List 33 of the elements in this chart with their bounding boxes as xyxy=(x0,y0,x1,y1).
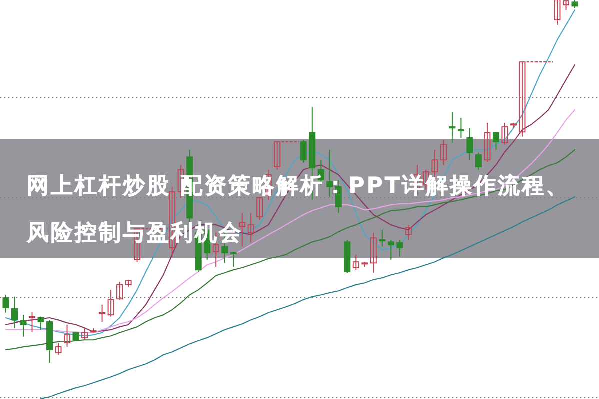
candlestick xyxy=(554,0,561,26)
candlestick xyxy=(370,232,377,274)
candlestick xyxy=(335,180,342,214)
candlestick xyxy=(38,316,44,330)
candlestick xyxy=(20,314,27,338)
candlestick xyxy=(492,132,500,150)
candlestick xyxy=(99,304,106,322)
candlestick xyxy=(108,290,114,318)
candlestick xyxy=(562,0,570,11)
candlestick xyxy=(230,251,237,268)
candlestick xyxy=(449,112,456,144)
candlestick xyxy=(2,294,10,314)
candlestick xyxy=(248,212,254,244)
candlestick xyxy=(300,140,307,164)
candlestick xyxy=(458,117,464,138)
candlestick xyxy=(388,239,394,260)
candlestick xyxy=(440,140,447,166)
candlestick xyxy=(396,239,404,258)
candlestick xyxy=(82,328,88,341)
candlestick xyxy=(256,196,264,220)
candlestick xyxy=(55,342,62,356)
candlestick xyxy=(64,324,71,348)
candlestick xyxy=(405,224,412,240)
candlestick xyxy=(29,312,36,333)
candlestick xyxy=(352,254,360,271)
candlestick xyxy=(12,296,18,329)
candlestick xyxy=(502,122,508,146)
candlestick xyxy=(475,152,482,170)
candlestick xyxy=(116,282,124,300)
candlestick xyxy=(326,149,334,198)
candlestick xyxy=(466,128,474,161)
candlestick xyxy=(484,122,491,162)
candlestick xyxy=(379,230,386,248)
